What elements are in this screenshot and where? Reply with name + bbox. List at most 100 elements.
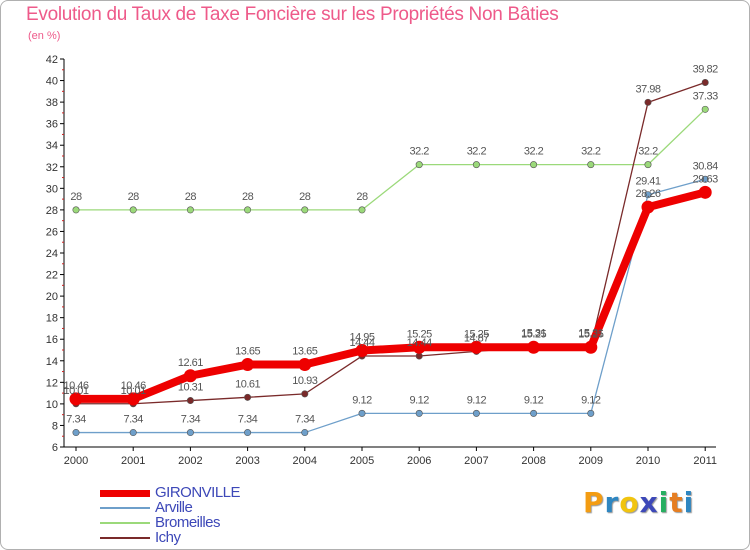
legend-label-gironville: GIRONVILLE [155, 484, 241, 501]
data-point-gironville [527, 340, 541, 354]
data-label-arville: 9.12 [524, 394, 544, 406]
legend-label-ichy: Ichy [155, 529, 181, 546]
y-tick-label: 36 [46, 119, 58, 131]
data-point-bromeilles [72, 206, 80, 214]
data-point-bromeilles [301, 206, 309, 214]
data-point-gironville [469, 340, 483, 354]
y-tick-label: 28 [46, 205, 58, 217]
x-tick-label: 2000 [64, 455, 88, 467]
data-label-gironville: 13.65 [235, 346, 260, 358]
data-point-arville [472, 409, 480, 417]
x-tick-label: 2005 [350, 455, 374, 467]
data-point-arville [701, 175, 709, 183]
data-label-arville: 9.12 [467, 394, 487, 406]
data-label-ichy: 14.44 [407, 337, 432, 349]
y-tick-label: 10 [46, 399, 58, 411]
legend-swatch-bromeilles [100, 522, 150, 524]
data-label-bromeilles: 28 [356, 191, 368, 203]
data-point-bromeilles [358, 206, 366, 214]
data-label-gironville: 15.25 [578, 328, 603, 340]
legend-swatch-gironville [100, 490, 150, 497]
data-label-arville: 7.34 [66, 414, 86, 426]
x-tick-label: 2006 [407, 455, 431, 467]
data-label-ichy: 10.31 [178, 382, 203, 394]
data-label-gironville: 15.25 [464, 328, 489, 340]
data-point-ichy [244, 393, 252, 401]
data-point-ichy [644, 98, 652, 106]
data-point-bromeilles [587, 161, 595, 169]
data-point-gironville [126, 392, 140, 406]
data-label-ichy: 15.31 [578, 328, 603, 340]
data-label-gironville: 13.65 [292, 346, 317, 358]
data-label-bromeilles: 32.2 [409, 146, 429, 158]
data-label-bromeilles: 28 [185, 191, 197, 203]
data-point-bromeilles [186, 206, 194, 214]
legend-label-arville: Arville [155, 499, 193, 516]
data-label-arville: 9.12 [352, 394, 372, 406]
y-tick-label: 40 [46, 76, 58, 88]
data-label-arville: 9.12 [581, 394, 601, 406]
y-tick-label: 20 [46, 291, 58, 303]
data-label-gironville: 10.46 [121, 380, 146, 392]
y-tick-label: 32 [46, 162, 58, 174]
data-point-bromeilles [415, 161, 423, 169]
y-tick-label: 24 [46, 248, 58, 260]
data-point-arville [72, 429, 80, 437]
y-tick-label: 42 [46, 54, 58, 66]
data-point-arville [530, 409, 538, 417]
x-tick-label: 2011 [693, 455, 717, 467]
x-tick-label: 2009 [579, 455, 603, 467]
data-label-bromeilles: 32.2 [467, 146, 487, 158]
y-tick-label: 12 [46, 377, 58, 389]
data-label-ichy: 37.98 [635, 83, 660, 95]
y-tick-label: 38 [46, 97, 58, 109]
series-line-gironville [72, 188, 710, 403]
data-label-ichy: 39.82 [693, 63, 718, 75]
data-point-arville [186, 429, 194, 437]
y-tick-label: 6 [52, 442, 58, 454]
series-line-arville [75, 178, 706, 434]
data-label-gironville: 15.25 [521, 328, 546, 340]
data-label-arville: 7.34 [123, 414, 143, 426]
data-point-arville [244, 429, 252, 437]
data-label-ichy: 15.31 [521, 328, 546, 340]
data-point-bromeilles [701, 105, 709, 113]
data-label-gironville: 29.63 [693, 173, 718, 185]
data-label-bromeilles: 28 [299, 191, 311, 203]
data-point-bromeilles [244, 206, 252, 214]
data-point-ichy [186, 397, 194, 405]
data-point-ichy [301, 390, 309, 398]
legend-swatch-ichy [100, 537, 150, 539]
data-point-arville [129, 429, 137, 437]
data-point-gironville [355, 344, 369, 358]
data-label-ichy: 10.01 [63, 385, 88, 397]
y-tick-label: 16 [46, 334, 58, 346]
x-tick-label: 2002 [178, 455, 202, 467]
data-point-arville [644, 191, 652, 199]
data-point-gironville [698, 185, 712, 199]
data-label-bromeilles: 32.2 [638, 146, 658, 158]
data-label-arville: 29.41 [635, 176, 660, 188]
data-label-gironville: 15.25 [407, 328, 432, 340]
data-label-gironville: 12.61 [178, 357, 203, 369]
y-tick-label: 30 [46, 183, 58, 195]
data-label-ichy: 14.44 [349, 337, 374, 349]
data-label-ichy: 10.61 [235, 378, 260, 390]
x-tick-label: 2008 [521, 455, 545, 467]
data-label-arville: 7.34 [238, 414, 258, 426]
data-label-arville: 9.12 [409, 394, 429, 406]
data-point-bromeilles [530, 161, 538, 169]
data-point-gironville [641, 200, 655, 214]
data-point-ichy [701, 78, 709, 86]
data-point-gironville [412, 340, 426, 354]
data-point-gironville [183, 369, 197, 383]
data-point-gironville [298, 358, 312, 372]
data-label-arville: 30.84 [693, 160, 718, 172]
data-point-gironville [69, 392, 83, 406]
series-gironville [69, 185, 712, 406]
data-label-bromeilles: 28 [70, 191, 82, 203]
series-line-bromeilles [75, 108, 706, 211]
data-label-gironville: 14.95 [349, 332, 374, 344]
data-label-ichy: 10.93 [292, 375, 317, 387]
